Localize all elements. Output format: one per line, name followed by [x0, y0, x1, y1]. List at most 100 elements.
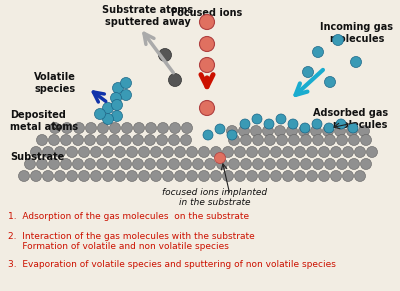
Circle shape: [258, 171, 270, 182]
Circle shape: [324, 77, 336, 88]
Circle shape: [192, 159, 204, 169]
Circle shape: [42, 171, 54, 182]
Circle shape: [120, 77, 132, 88]
Circle shape: [200, 36, 214, 52]
Circle shape: [86, 123, 96, 134]
Circle shape: [306, 146, 318, 157]
Circle shape: [138, 171, 150, 182]
Circle shape: [72, 159, 84, 169]
Circle shape: [120, 90, 132, 100]
Circle shape: [214, 152, 226, 164]
Circle shape: [180, 159, 192, 169]
Circle shape: [180, 134, 192, 146]
Circle shape: [238, 125, 250, 136]
Circle shape: [96, 159, 108, 169]
Circle shape: [134, 123, 144, 134]
Circle shape: [122, 123, 132, 134]
Circle shape: [234, 146, 246, 157]
Circle shape: [162, 171, 174, 182]
Circle shape: [228, 159, 240, 169]
Circle shape: [210, 146, 222, 157]
Circle shape: [240, 119, 250, 129]
Text: 1.  Adsorption of the gas molecules  on the substrate: 1. Adsorption of the gas molecules on th…: [8, 212, 249, 221]
Circle shape: [310, 125, 322, 136]
Circle shape: [270, 171, 282, 182]
Circle shape: [182, 123, 192, 134]
Circle shape: [50, 123, 60, 134]
Circle shape: [108, 159, 120, 169]
Circle shape: [322, 125, 334, 136]
Circle shape: [36, 159, 48, 169]
Circle shape: [98, 123, 108, 134]
Circle shape: [264, 159, 276, 169]
Circle shape: [203, 130, 213, 140]
Circle shape: [240, 159, 252, 169]
Circle shape: [200, 15, 214, 29]
Circle shape: [114, 171, 126, 182]
Circle shape: [252, 134, 264, 146]
Circle shape: [78, 171, 90, 182]
Circle shape: [360, 134, 372, 146]
Circle shape: [348, 159, 360, 169]
Circle shape: [276, 114, 286, 124]
Circle shape: [144, 159, 156, 169]
Text: Adsorbed gas
molecules: Adsorbed gas molecules: [313, 108, 388, 129]
Circle shape: [215, 124, 225, 134]
Circle shape: [126, 171, 138, 182]
Circle shape: [348, 123, 358, 133]
Circle shape: [168, 159, 180, 169]
Circle shape: [342, 146, 354, 157]
Circle shape: [158, 49, 172, 61]
Circle shape: [246, 171, 258, 182]
Circle shape: [42, 146, 54, 157]
Circle shape: [350, 56, 362, 68]
Circle shape: [300, 123, 310, 133]
Circle shape: [324, 123, 334, 133]
Circle shape: [60, 134, 72, 146]
Circle shape: [162, 146, 174, 157]
Circle shape: [62, 123, 72, 134]
Circle shape: [226, 125, 238, 136]
Circle shape: [282, 146, 294, 157]
Circle shape: [94, 109, 106, 120]
Circle shape: [302, 67, 314, 77]
Circle shape: [210, 171, 222, 182]
Circle shape: [204, 159, 216, 169]
Circle shape: [366, 146, 378, 157]
Circle shape: [54, 146, 66, 157]
Circle shape: [334, 125, 346, 136]
Circle shape: [222, 146, 234, 157]
Circle shape: [198, 146, 210, 157]
Circle shape: [330, 171, 342, 182]
Circle shape: [312, 119, 322, 129]
Circle shape: [358, 125, 370, 136]
Text: Incoming gas
molecules: Incoming gas molecules: [320, 22, 394, 44]
Circle shape: [174, 171, 186, 182]
Circle shape: [332, 35, 344, 45]
Circle shape: [288, 159, 300, 169]
Circle shape: [158, 123, 168, 134]
Circle shape: [48, 159, 60, 169]
Text: Volatile
species: Volatile species: [34, 72, 76, 94]
Circle shape: [146, 123, 156, 134]
Circle shape: [324, 134, 336, 146]
Circle shape: [150, 146, 162, 157]
Circle shape: [234, 171, 246, 182]
Circle shape: [282, 171, 294, 182]
Circle shape: [312, 47, 324, 58]
Circle shape: [112, 83, 124, 93]
Circle shape: [288, 119, 298, 129]
Circle shape: [306, 171, 318, 182]
Circle shape: [324, 159, 336, 169]
Circle shape: [102, 102, 114, 113]
Circle shape: [168, 74, 182, 86]
Circle shape: [318, 171, 330, 182]
Circle shape: [276, 159, 288, 169]
Circle shape: [102, 146, 114, 157]
Circle shape: [348, 134, 360, 146]
Circle shape: [66, 171, 78, 182]
Circle shape: [18, 171, 30, 182]
Circle shape: [200, 100, 214, 116]
Circle shape: [84, 159, 96, 169]
Circle shape: [30, 171, 42, 182]
